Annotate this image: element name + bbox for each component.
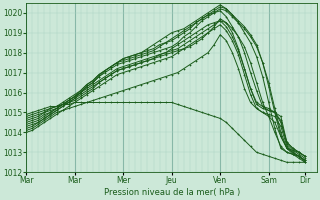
X-axis label: Pression niveau de la mer( hPa ): Pression niveau de la mer( hPa ) [104,188,240,197]
